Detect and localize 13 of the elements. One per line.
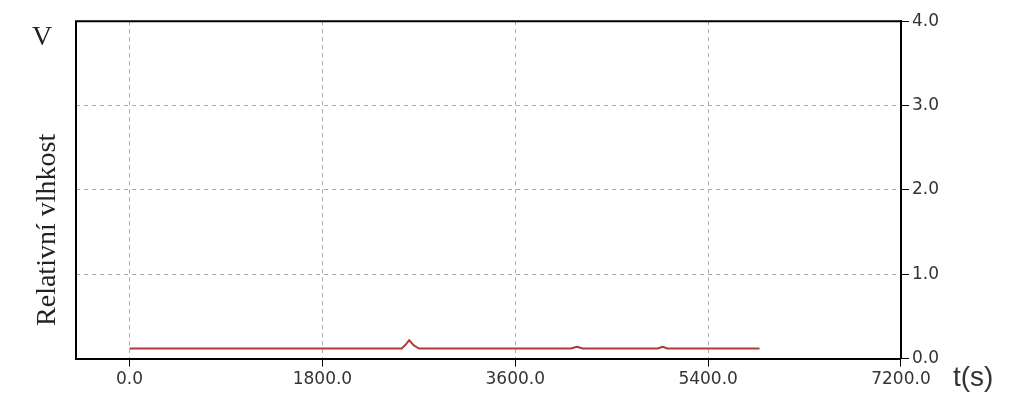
text: V bbox=[32, 19, 53, 51]
y-tick-label: 2.0 bbox=[911, 178, 940, 199]
x-tick-label: 3600.0 bbox=[485, 368, 546, 389]
x-tick-label: 7200.0 bbox=[871, 368, 931, 389]
x-tick-label: 1800.0 bbox=[292, 368, 353, 389]
y-tick-label: 1.0 bbox=[911, 262, 940, 283]
y-tick-label: 4.0 bbox=[911, 9, 940, 30]
x-tick-label: 5400.0 bbox=[678, 368, 738, 389]
x-axis-title: t(s) bbox=[952, 361, 994, 393]
y-tick-label: 3.0 bbox=[911, 93, 940, 114]
y-tick-label: 0.0 bbox=[911, 347, 940, 368]
y-axis-title: Relativní vlhkost bbox=[30, 133, 62, 326]
x-tick-label: 0.0 bbox=[116, 368, 144, 389]
